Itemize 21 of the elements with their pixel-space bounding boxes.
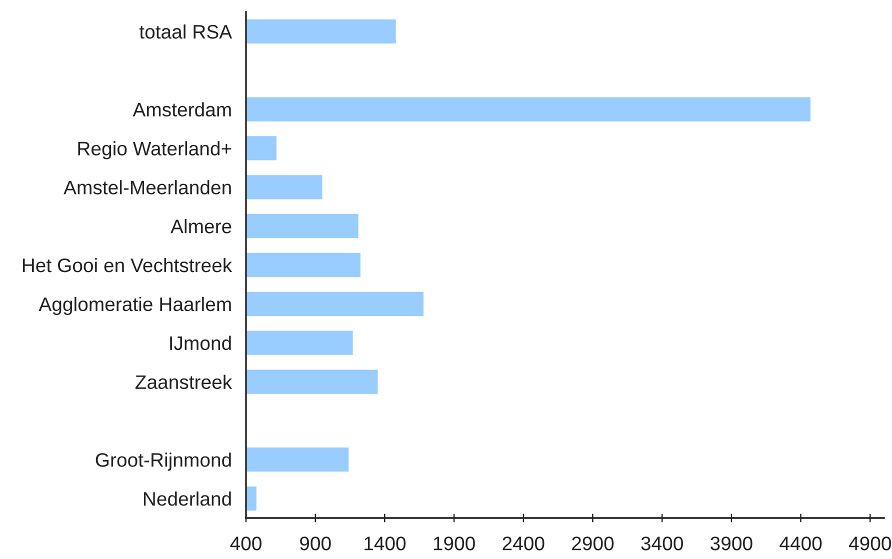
x-tick-label: 3400 [641, 536, 683, 550]
y-tick-label: Regio Waterland+ [78, 141, 232, 160]
y-tick-label: Zaanstreek [135, 374, 232, 390]
y-tick-label: Agglomeratie Haarlem [38, 296, 231, 316]
y-tick-label: Het Gooi en Vechtstreek [22, 258, 232, 272]
y-tick-label: Amsterdam [132, 102, 231, 117]
y-tick-label: Almere [170, 219, 232, 234]
x-tick-label: 2400 [502, 536, 544, 550]
x-tick-label: 1900 [434, 536, 475, 550]
y-tick-label: Groot-Rijnmond [96, 452, 231, 471]
y-tick-label: totaal RSA [139, 24, 232, 39]
y-tick-label: Nederland [144, 491, 231, 506]
x-tick-label: 900 [300, 536, 331, 550]
x-tick-label: 3900 [710, 536, 752, 550]
x-tick-label: 4900 [848, 536, 891, 550]
y-tick-label: IJmond [170, 336, 231, 350]
x-tick-label: 4400 [780, 536, 822, 550]
x-tick-label: 400 [230, 536, 262, 550]
x-tick-label: 1400 [364, 536, 406, 550]
x-tick-label: 2900 [572, 536, 614, 550]
y-tick-label: Amstel-Meerlanden [64, 180, 231, 194]
